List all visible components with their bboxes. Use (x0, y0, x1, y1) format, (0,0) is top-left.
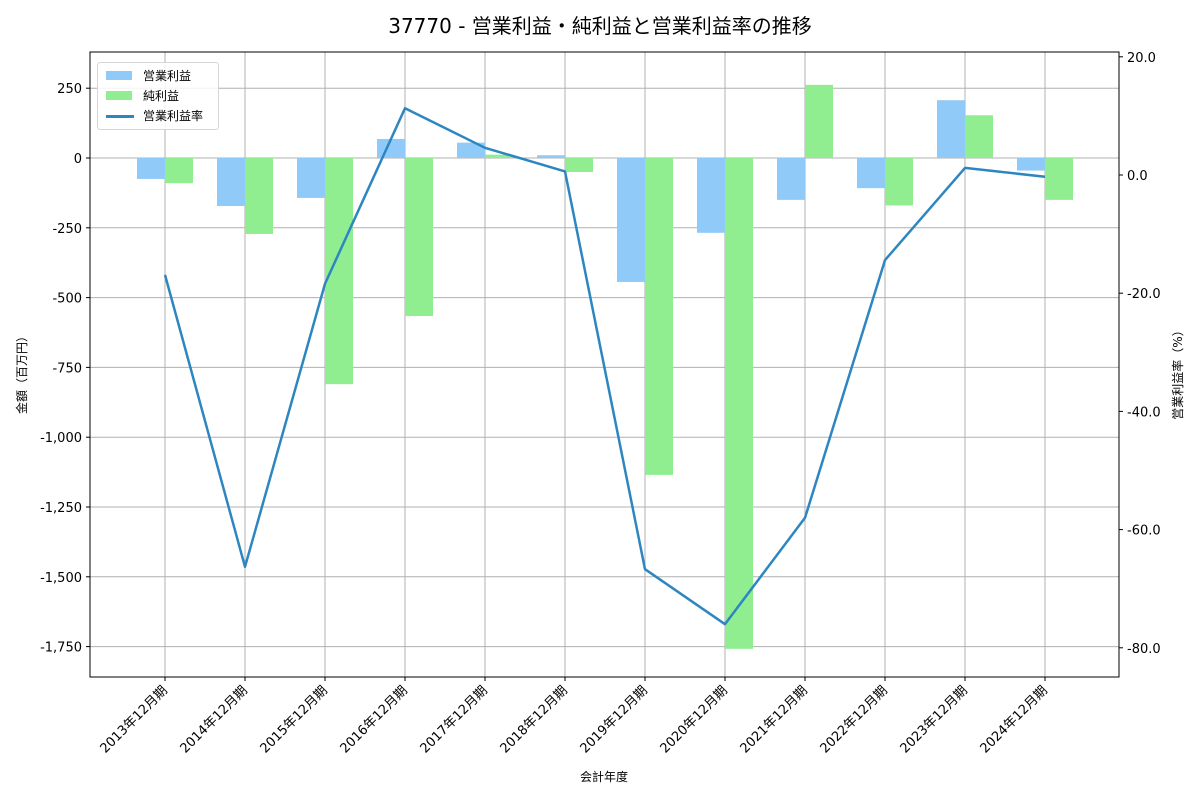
line-series (163, 106, 1046, 626)
x-tick-label: 2013年12月期 (98, 683, 171, 756)
bar (297, 158, 325, 198)
x-tick-label: 2015年12月期 (258, 683, 331, 756)
legend-label: 営業利益 (143, 69, 192, 83)
bar (965, 115, 993, 158)
bar (697, 158, 725, 233)
x-tick-label: 2021年12月期 (738, 683, 811, 756)
left-tick-label: -1,000 (40, 431, 82, 446)
bar (245, 158, 273, 234)
right-tick-label: -80.0 (1127, 642, 1161, 657)
bar (617, 158, 645, 282)
bar (1017, 158, 1045, 171)
x-tick-label: 2016年12月期 (338, 683, 411, 756)
left-tick-label: -1,750 (40, 641, 82, 656)
left-axis-title: 金額（百万円） (14, 330, 29, 414)
bar (405, 158, 433, 317)
operating-margin-line (163, 106, 1046, 626)
legend-swatch-net-profit (106, 91, 132, 100)
right-tick-label: 20.0 (1127, 51, 1156, 66)
bar (937, 100, 965, 158)
bar (165, 158, 193, 184)
left-tick-label: -250 (52, 222, 82, 237)
right-axis-title: 営業利益率（%） (1170, 324, 1185, 419)
bar (777, 158, 805, 200)
bar (1045, 158, 1073, 200)
right-axis: 20.0 0.0 -20.0 -40.0 -60.0 -80.0 (1119, 51, 1161, 657)
x-tick-label: 2023年12月期 (898, 683, 971, 756)
right-tick-label: -60.0 (1127, 524, 1161, 539)
x-tick-label: 2024年12月期 (978, 683, 1051, 756)
x-axis: 2013年12月期 2014年12月期 2015年12月期 2016年12月期 2017… (98, 677, 1051, 757)
bar (885, 158, 913, 206)
x-tick-label: 2017年12月期 (418, 683, 491, 756)
x-tick-label: 2020年12月期 (658, 683, 731, 756)
x-tick-label: 2019年12月期 (578, 683, 651, 756)
bar-series (137, 84, 1073, 649)
bar (565, 158, 593, 172)
left-tick-label: -1,250 (40, 501, 82, 516)
bar (217, 158, 245, 207)
bar (725, 158, 753, 649)
left-tick-label: -500 (52, 292, 82, 307)
left-tick-label: 250 (57, 82, 82, 97)
legend-line-operating-margin (106, 115, 134, 118)
bar (457, 142, 485, 158)
bar (325, 158, 353, 385)
left-axis: 250 0 -250 -500 -750 -1,000 -1,250 -1,500 -1,750 (40, 82, 90, 656)
left-tick-label: -1,500 (40, 571, 82, 586)
right-tick-label: -40.0 (1127, 405, 1161, 420)
legend-label: 純利益 (143, 89, 180, 103)
left-tick-label: 0 (74, 152, 82, 167)
bar (537, 155, 565, 158)
right-tick-label: 0.0 (1127, 169, 1148, 184)
legend: 営業利益 純利益 営業利益率 (97, 62, 219, 130)
x-tick-label: 2018年12月期 (498, 683, 571, 756)
x-tick-label: 2022年12月期 (818, 683, 891, 756)
x-axis-title: 会計年度 (580, 769, 628, 784)
legend-label: 営業利益率 (143, 109, 204, 123)
bar (857, 158, 885, 189)
bar (137, 158, 165, 179)
chart-title: 37770 - 営業利益・純利益と営業利益率の推移 (388, 14, 812, 38)
plot-frame (89, 51, 1120, 678)
right-tick-label: -20.0 (1127, 287, 1161, 302)
left-tick-label: -750 (52, 361, 82, 376)
x-tick-label: 2014年12月期 (178, 683, 251, 756)
bar (805, 84, 833, 158)
bar (645, 158, 673, 475)
bar (485, 154, 513, 158)
legend-swatch-operating-profit (106, 71, 132, 80)
